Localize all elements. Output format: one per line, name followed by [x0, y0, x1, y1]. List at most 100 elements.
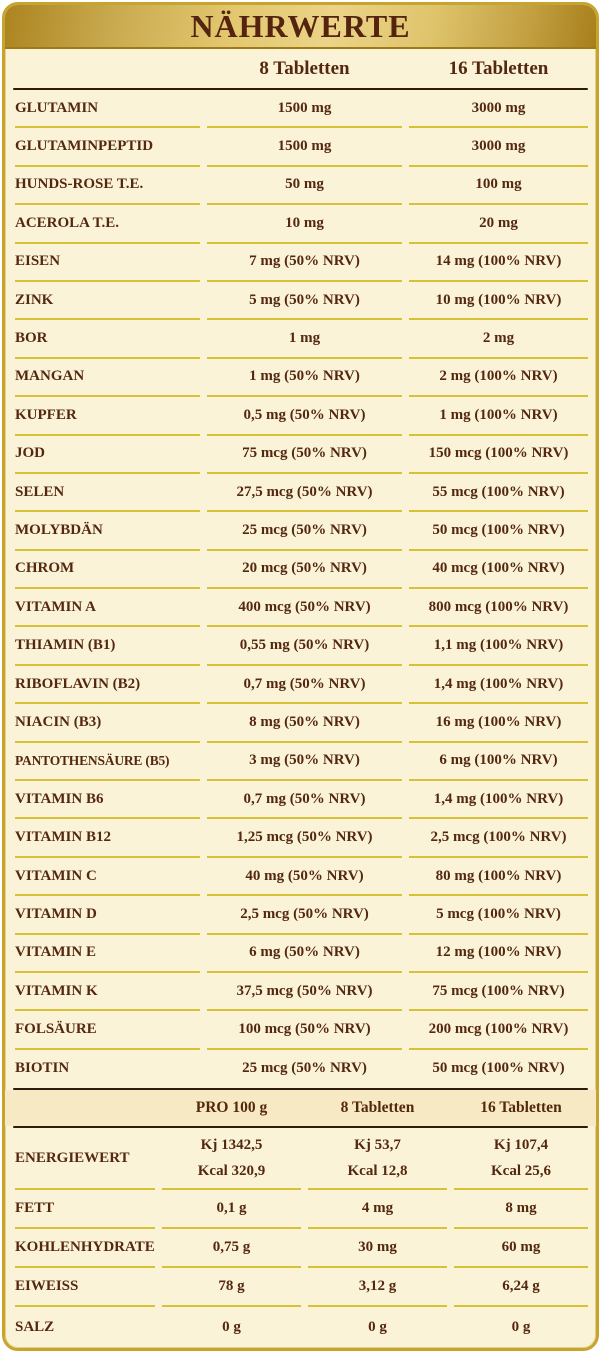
column-header-16-tabletten: 16 Tabletten — [448, 57, 549, 79]
nutrient-name: THIAMIN (B1) — [15, 627, 200, 666]
energy-value-8-tabletten: Kj 53,7 Kcal 12,8 — [308, 1128, 447, 1191]
nutrient-name: EISEN — [15, 244, 200, 282]
nutrient-value-16-tabletten: 40 mcg (100% NRV) — [409, 551, 588, 590]
nutrient-name: BIOTIN — [15, 1060, 70, 1077]
nutrient-name: VITAMIN A — [15, 589, 200, 628]
nutrient-value-8-tabletten: 0,7 mg (50% NRV) — [207, 781, 402, 820]
nutrient-name: VITAMIN B6 — [15, 781, 200, 820]
nutrient-value-8-tabletten: 40 mg (50% NRV) — [207, 858, 402, 897]
nutrient-value-16-tabletten: 1,1 mg (100% NRV) — [409, 627, 588, 666]
nutrient-value-8-tabletten: 0,55 mg (50% NRV) — [207, 627, 402, 666]
nutrient-value-8-tabletten: 7 mg (50% NRV) — [207, 244, 402, 282]
nutrient-name: RIBOFLAVIN (B2) — [15, 666, 200, 705]
nutrient-value-8-tabletten: 27,5 mcg (50% NRV) — [207, 474, 402, 513]
energy-value-16-tabletten-line: Kcal 25,6 — [491, 1163, 551, 1180]
energy-header-spacer — [15, 1090, 155, 1126]
nutrient-value-8-tabletten: 0,5 mg (50% NRV) — [207, 397, 402, 436]
energy-table-body: ENERGIEWERT Kj 1342,5 Kcal 320,9 Kj 53,7 Kca… — [5, 1128, 596, 1348]
nutrient-value-16-tabletten: 800 mcg (100% NRV) — [409, 589, 588, 628]
nutrient-value-16-tabletten: 2,5 mcg (100% NRV) — [409, 819, 588, 858]
energy-row: ENERGIEWERT Kj 1342,5 Kcal 320,9 Kj 53,7 Kca… — [5, 1128, 596, 1191]
energy-value-8-tabletten: 0 g — [368, 1319, 387, 1336]
nutrient-row: HUNDS-ROSE T.E. 50 mg 100 mg — [5, 167, 596, 206]
nutrient-value-8-tabletten: 100 mcg (50% NRV) — [207, 1011, 402, 1050]
nutrient-value-16-tabletten: 20 mg — [409, 205, 588, 244]
nutrient-row: THIAMIN (B1) 0,55 mg (50% NRV) 1,1 mg (100… — [5, 627, 596, 666]
energy-value-pro-100g: 0 g — [222, 1319, 241, 1336]
nutrient-name: PANTOTHENSÄURE (B5) — [15, 743, 200, 782]
nutrient-name: JOD — [15, 436, 200, 474]
energy-row: KOHLENHYDRATE 0,75 g 30 mg 60 mg — [5, 1229, 596, 1269]
nutrient-value-16-tabletten: 14 mg (100% NRV) — [409, 244, 588, 282]
energy-value-8-tabletten: 4 mg — [308, 1190, 447, 1230]
nutrient-row: BIOTIN 25 mcg (50% NRV) 50 mcg (100% NRV) — [5, 1050, 596, 1088]
nutrient-name: SELEN — [15, 474, 200, 513]
energy-name: FETT — [15, 1190, 155, 1230]
nutrient-value-16-tabletten: 100 mg — [409, 167, 588, 206]
nutrient-row: VITAMIN D 2,5 mcg (50% NRV) 5 mcg (100% NR… — [5, 896, 596, 935]
energy-value-16-tabletten: Kj 107,4 Kcal 25,6 — [454, 1128, 588, 1191]
nutrient-value-16-tabletten: 2 mg — [409, 320, 588, 359]
nutrient-row: CHROM 20 mcg (50% NRV) 40 mcg (100% NRV) — [5, 551, 596, 590]
nutrient-value-16-tabletten: 3000 mg — [409, 128, 588, 167]
column-header-8-tabletten: 8 Tabletten — [259, 57, 350, 79]
divider-dark-top — [13, 88, 588, 90]
energy-value-16-tabletten-line: Kj 107,4 — [493, 1136, 549, 1153]
nutrient-value-8-tabletten: 2,5 mcg (50% NRV) — [207, 896, 402, 935]
nutrient-row: SELEN 27,5 mcg (50% NRV) 55 mcg (100% NRV) — [5, 474, 596, 513]
nutrient-value-16-tabletten: 1,4 mg (100% NRV) — [409, 666, 588, 705]
nutrient-row: RIBOFLAVIN (B2) 0,7 mg (50% NRV) 1,4 mg (1… — [5, 666, 596, 705]
column-header-energy-16-tabletten: 16 Tabletten — [480, 1099, 562, 1117]
column-header-energy-8-tabletten: 8 Tabletten — [340, 1099, 415, 1117]
nutrient-value-8-tabletten: 0,7 mg (50% NRV) — [207, 666, 402, 705]
main-header-spacer — [15, 49, 200, 88]
energy-value-pro-100g-line: Kj 1342,5 — [200, 1136, 263, 1153]
nutrient-value-8-tabletten: 1,25 mcg (50% NRV) — [207, 819, 402, 858]
nutrient-value-8-tabletten: 10 mg — [207, 205, 402, 244]
nutrient-value-16-tabletten: 50 mcg (100% NRV) — [432, 1060, 565, 1077]
column-header-pro-100g: PRO 100 g — [195, 1099, 268, 1117]
nutrient-value-16-tabletten: 6 mg (100% NRV) — [409, 743, 588, 782]
nutrient-row: FOLSÄURE 100 mcg (50% NRV) 200 mcg (100% N… — [5, 1011, 596, 1050]
nutrient-row: ZINK 5 mg (50% NRV) 10 mg (100% NRV) — [5, 282, 596, 321]
nutrient-name: NIACIN (B3) — [15, 704, 200, 743]
nutrient-name: VITAMIN C — [15, 858, 200, 897]
nutrient-name: KUPFER — [15, 397, 200, 436]
energy-name: EIWEISS — [15, 1268, 155, 1308]
divider-dark-energy — [13, 1126, 588, 1129]
nutrient-row: GLUTAMIN 1500 mg 3000 mg — [5, 90, 596, 129]
nutrient-value-8-tabletten: 5 mg (50% NRV) — [207, 282, 402, 321]
nutrient-value-16-tabletten: 75 mcg (100% NRV) — [409, 973, 588, 1012]
nutrient-name: VITAMIN E — [15, 935, 200, 973]
energy-value-16-tabletten-lines: Kj 107,4 Kcal 25,6 — [491, 1132, 551, 1185]
nutrient-name: HUNDS-ROSE T.E. — [15, 167, 200, 206]
nutrient-name: FOLSÄURE — [15, 1011, 200, 1050]
nutrient-value-8-tabletten: 1 mg (50% NRV) — [207, 359, 402, 398]
nutrient-row: ACEROLA T.E. 10 mg 20 mg — [5, 205, 596, 244]
nutrition-facts-card: NÄHRWERTE 8 Tabletten 16 Tabletten GLUTA… — [2, 2, 599, 1352]
energy-value-pro-100g-line: Kcal 320,9 — [197, 1163, 266, 1180]
nutrient-value-8-tabletten: 6 mg (50% NRV) — [207, 935, 402, 973]
nutrient-value-8-tabletten: 1500 mg — [207, 128, 402, 167]
nutrient-name: MOLYBDÄN — [15, 512, 200, 551]
nutrient-name: VITAMIN K — [15, 973, 200, 1012]
energy-value-8-tabletten-line: Kj 53,7 — [354, 1136, 401, 1153]
main-table-body: GLUTAMIN 1500 mg 3000 mg GLUTAMINPEPTID 1500… — [5, 90, 596, 1088]
energy-value-8-tabletten-line: Kcal 12,8 — [347, 1163, 408, 1180]
nutrient-name: BOR — [15, 320, 200, 359]
page-title: NÄHRWERTE — [190, 7, 411, 44]
energy-value-pro-100g: 0,75 g — [162, 1229, 301, 1269]
nutrient-name: GLUTAMIN — [15, 90, 200, 129]
energy-value-16-tabletten: 60 mg — [454, 1229, 588, 1269]
nutrient-row: GLUTAMINPEPTID 1500 mg 3000 mg — [5, 128, 596, 167]
nutrient-value-16-tabletten: 80 mg (100% NRV) — [409, 858, 588, 897]
energy-value-8-tabletten: 3,12 g — [308, 1268, 447, 1308]
energy-value-pro-100g: 78 g — [162, 1268, 301, 1308]
nutrient-value-16-tabletten: 50 mcg (100% NRV) — [409, 512, 588, 551]
nutrient-row: VITAMIN K 37,5 mcg (50% NRV) 75 mcg (100% … — [5, 973, 596, 1012]
nutrient-value-16-tabletten: 10 mg (100% NRV) — [409, 282, 588, 321]
nutrient-row: VITAMIN A 400 mcg (50% NRV) 800 mcg (100% … — [5, 589, 596, 628]
nutrient-value-16-tabletten: 1 mg (100% NRV) — [409, 397, 588, 436]
